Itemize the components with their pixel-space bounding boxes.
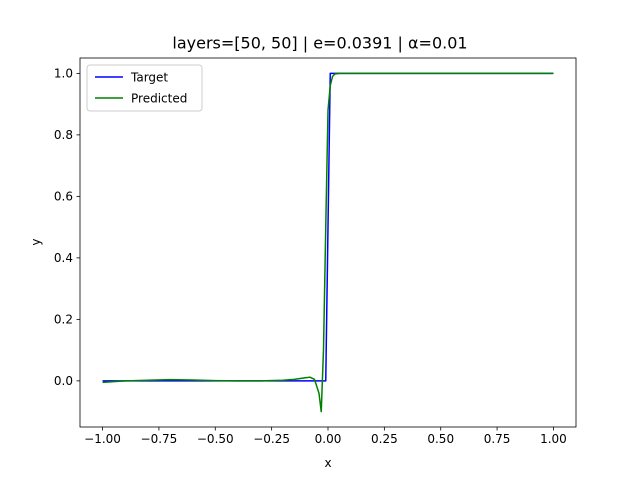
y-tick-label: 0.0	[54, 374, 73, 388]
x-tick-label: −0.25	[253, 432, 290, 446]
legend-label-predicted: Predicted	[131, 91, 187, 105]
y-tick-label: 1.0	[54, 67, 73, 81]
x-tick-label: 0.00	[315, 432, 342, 446]
series-line-predicted	[102, 72, 554, 413]
x-tick-label: 0.25	[371, 432, 398, 446]
y-tick-label: 0.6	[54, 190, 73, 204]
x-tick-label: 0.50	[427, 432, 454, 446]
legend: Target Predicted	[86, 64, 203, 112]
chart-title: layers=[50, 50] | e=0.0391 | α=0.01	[172, 34, 467, 53]
x-tick-label: 0.75	[484, 432, 511, 446]
y-axis-label: y	[29, 238, 43, 245]
legend-label-target: Target	[130, 70, 168, 84]
y-tick-label: 0.8	[54, 128, 73, 142]
y-tick-label: 0.2	[54, 313, 73, 327]
x-tick-label: −0.50	[197, 432, 234, 446]
series-group	[102, 72, 554, 413]
y-tick-label: 0.4	[54, 251, 73, 265]
x-tick-label: −0.75	[141, 432, 178, 446]
plot-area: −1.00 −0.75 −0.50 −0.25 0.00 0.25 0.50 0.75 1.00…	[54, 57, 577, 446]
x-tick-label: 1.00	[540, 432, 567, 446]
x-axis-label: x	[324, 456, 331, 470]
x-tick-label: −1.00	[84, 432, 121, 446]
